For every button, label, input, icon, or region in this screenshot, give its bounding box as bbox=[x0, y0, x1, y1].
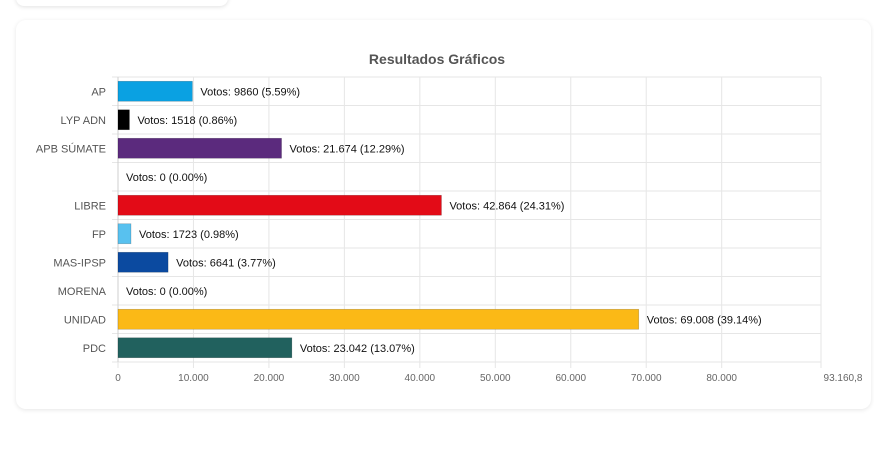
category-label: LYP ADN bbox=[61, 115, 107, 127]
data-label: Votos: 42.864 (24.31%) bbox=[449, 200, 564, 212]
data-labels: Votos: 9860 (5.59%) Votos: 1518 (0.86%) Vo… bbox=[126, 86, 762, 355]
category-label: MORENA bbox=[58, 286, 107, 298]
bar bbox=[117, 308, 640, 330]
chart-title: Resultados Gráficos bbox=[368, 51, 506, 67]
data-label: Votos: 69.008 (39.14%) bbox=[647, 314, 762, 326]
x-tick-label: 10.000 bbox=[178, 373, 209, 384]
data-label: Votos: 0 (0.00%) bbox=[126, 172, 207, 184]
bar bbox=[117, 337, 293, 359]
category-label: LIBRE bbox=[74, 200, 106, 212]
category-label: PDC bbox=[83, 343, 106, 355]
x-tick-label: 93.160,8 bbox=[824, 373, 863, 384]
data-label: Votos: 1723 (0.98%) bbox=[139, 229, 239, 241]
x-tick-label: 60.000 bbox=[555, 373, 586, 384]
data-label: Votos: 9860 (5.59%) bbox=[200, 86, 300, 98]
category-label: APB SÚMATE bbox=[36, 142, 106, 155]
x-tick-label: 30.000 bbox=[329, 373, 360, 384]
bar bbox=[117, 137, 282, 159]
previous-card-edge bbox=[16, 0, 228, 6]
bars bbox=[117, 80, 640, 359]
data-label: Votos: 6641 (3.77%) bbox=[176, 257, 276, 269]
category-label: FP bbox=[92, 229, 106, 241]
bar bbox=[117, 80, 193, 102]
x-tick-label: 20.000 bbox=[254, 373, 285, 384]
category-labels: AP LYP ADN APB SÚMATE LIBRE FP MAS-IPSP MORENA… bbox=[36, 86, 107, 355]
category-label: MAS-IPSP bbox=[53, 257, 106, 269]
x-tick-label: 40.000 bbox=[405, 373, 436, 384]
bar bbox=[117, 109, 130, 131]
x-tick-label: 50.000 bbox=[480, 373, 511, 384]
category-label: UNIDAD bbox=[64, 314, 106, 326]
category-label: AP bbox=[91, 86, 106, 98]
x-tick-label: 80.000 bbox=[706, 373, 737, 384]
data-label: Votos: 21.674 (12.29%) bbox=[290, 143, 405, 155]
bar bbox=[117, 223, 132, 245]
data-label: Votos: 23.042 (13.07%) bbox=[300, 343, 415, 355]
bar bbox=[117, 194, 442, 216]
x-tick-labels: 0 10.000 20.000 30.000 40.000 50.000 60.000 70.… bbox=[115, 373, 863, 384]
bar bbox=[117, 251, 169, 273]
data-label: Votos: 0 (0.00%) bbox=[126, 286, 207, 298]
data-label: Votos: 1518 (0.86%) bbox=[137, 115, 237, 127]
x-tick-label: 0 bbox=[115, 373, 121, 384]
x-tick-label: 70.000 bbox=[631, 373, 662, 384]
